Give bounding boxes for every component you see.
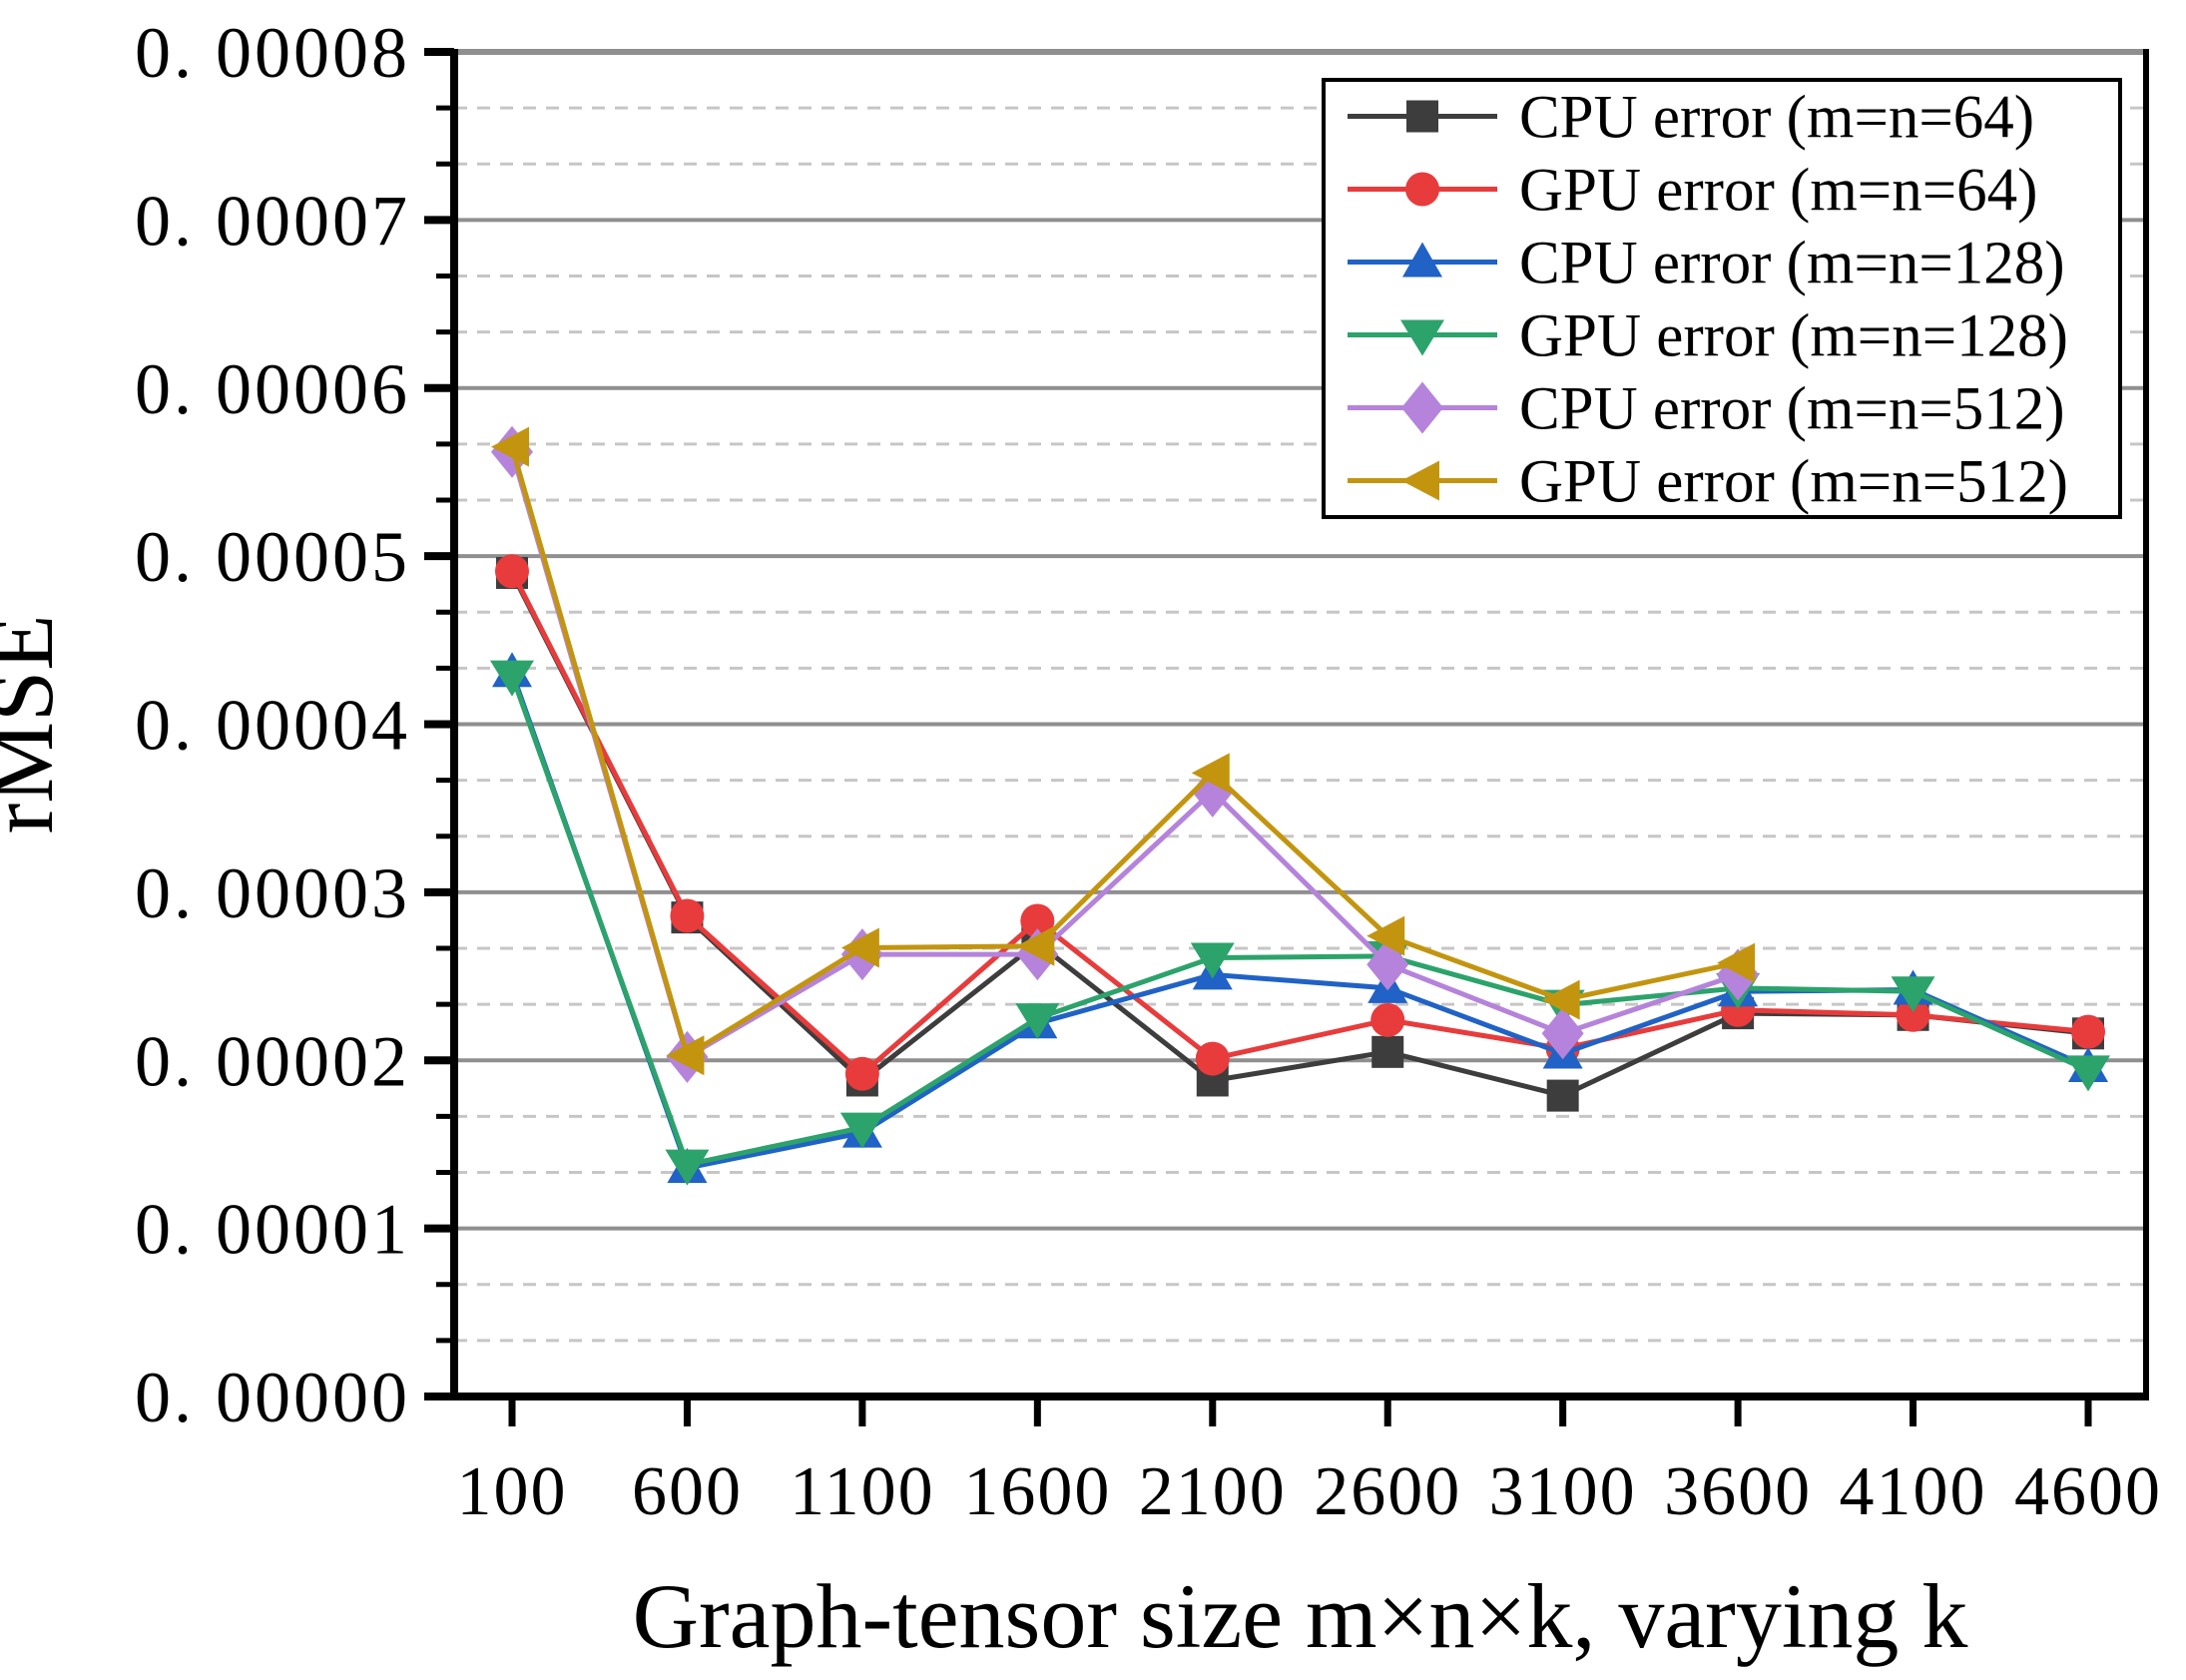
series-gpu-error-m-n-512 [491, 426, 1756, 1076]
circle-marker [670, 898, 705, 933]
series-line-cpu-error-m-n-512 [509, 451, 1739, 1061]
circle-marker [1195, 1041, 1230, 1076]
triangle-down-marker [839, 1112, 884, 1149]
series-line-cpu-error-m-n-128 [509, 671, 2090, 1171]
y-axis-tick-label: 0. 00007 [135, 181, 410, 261]
circle-marker [2071, 1014, 2105, 1049]
legend-box [1322, 78, 2122, 519]
axis-labels: 0. 00000 0. 00001 0. 00002 0. 00003 0. 00004… [0, 13, 2162, 1667]
series-line-gpu-error-m-n-64 [509, 570, 2089, 1078]
legend-label: CPU error (m=n=512) [1519, 376, 2065, 443]
x-axis-tick-label: 1100 [790, 1453, 934, 1530]
square-marker [1546, 1079, 1579, 1112]
triangle-down-marker [2066, 1055, 2110, 1092]
diamond-marker [1541, 1007, 1584, 1060]
y-axis-title: rMSE [0, 615, 72, 835]
y-axis-tick-label: 0. 00008 [135, 13, 410, 93]
triangle-down-marker [1015, 1003, 1060, 1040]
legend-label: CPU error (m=n=64) [1519, 85, 2034, 152]
y-axis-tick-label: 0. 00005 [135, 517, 410, 597]
y-axis-tick-label: 0. 00002 [135, 1021, 410, 1101]
triangle-left-marker [840, 927, 879, 968]
triangle-down-marker [665, 1149, 710, 1186]
legend-entry-gpu-error-m-n-64: GPU error (m=n=64) [1348, 158, 2037, 225]
triangle-left-marker [1717, 942, 1756, 983]
series-line-gpu-error-m-n-512 [509, 445, 1739, 1060]
legend-label: GPU error (m=n=512) [1519, 449, 2068, 516]
x-axis-tick-label: 3100 [1489, 1453, 1637, 1530]
square-marker [1371, 1035, 1404, 1068]
legend: CPU error (m=n=64)GPU error (m=n=64)CPU … [1322, 78, 2122, 519]
legend-entry-cpu-error-m-n-512: CPU error (m=n=512) [1348, 376, 2065, 443]
series-group [490, 425, 2110, 1186]
triangle-left-marker [1366, 915, 1405, 956]
legend-entry-gpu-error-m-n-128: GPU error (m=n=128) [1348, 303, 2068, 370]
circle-marker [1896, 997, 1930, 1032]
circle-marker [1020, 903, 1055, 938]
triangle-left-marker [1191, 753, 1230, 794]
circle-marker [844, 1056, 879, 1091]
x-axis-tick-label: 4600 [2014, 1453, 2162, 1530]
x-axis-tick-label: 3600 [1664, 1453, 1812, 1530]
circle-marker [495, 554, 529, 589]
triangle-left-marker [1541, 979, 1580, 1020]
y-axis-tick-label: 0. 00000 [135, 1358, 410, 1437]
triangle-left-marker [1016, 925, 1055, 966]
y-axis-tick-label: 0. 00001 [135, 1190, 410, 1270]
plot-frame [424, 48, 2149, 1426]
x-axis-title: Graph-tensor size m×n×k, varying k [633, 1565, 1968, 1667]
triangle-down-icon [1400, 319, 1444, 356]
x-axis-tick-label: 2600 [1314, 1453, 1461, 1530]
triangle-up-icon [1402, 242, 1442, 278]
legend-entry-cpu-error-m-n-64: CPU error (m=n=64) [1348, 85, 2034, 152]
triangle-left-icon [1401, 460, 1439, 501]
square-icon [1406, 100, 1438, 133]
legend-label: GPU error (m=n=128) [1519, 303, 2068, 370]
series-cpu-error-m-n-128 [492, 652, 2108, 1184]
x-axis-tick-label: 600 [632, 1453, 743, 1530]
diamond-icon [1401, 381, 1443, 434]
y-axis-tick-label: 0. 00006 [135, 349, 410, 429]
triangle-left-marker [491, 426, 529, 467]
legend-label: GPU error (m=n=64) [1519, 158, 2037, 225]
series-gpu-error-m-n-64 [495, 554, 2105, 1091]
legend-label: CPU error (m=n=128) [1519, 231, 2065, 297]
legend-entry-gpu-error-m-n-512: GPU error (m=n=512) [1348, 449, 2068, 516]
y-axis-tick-label: 0. 00004 [135, 686, 410, 766]
y-axis-tick-label: 0. 00003 [135, 853, 410, 933]
x-axis-tick-label: 100 [457, 1453, 568, 1530]
triangle-down-marker [1891, 976, 1935, 1013]
legend-entry-cpu-error-m-n-128: CPU error (m=n=128) [1348, 231, 2065, 297]
series-cpu-error-m-n-512 [491, 425, 1760, 1083]
circle-icon [1405, 172, 1439, 207]
series-line-gpu-error-m-n-128 [509, 674, 2090, 1168]
x-axis-tick-label: 4100 [1840, 1453, 1987, 1530]
triangle-left-marker [666, 1035, 705, 1076]
series-gpu-error-m-n-128 [490, 660, 2110, 1186]
x-axis-tick-label: 1600 [963, 1453, 1111, 1530]
triangle-down-marker [490, 660, 534, 697]
triangle-down-marker [1190, 942, 1235, 979]
circle-marker [1370, 1002, 1405, 1037]
x-axis-tick-label: 2100 [1139, 1453, 1287, 1530]
